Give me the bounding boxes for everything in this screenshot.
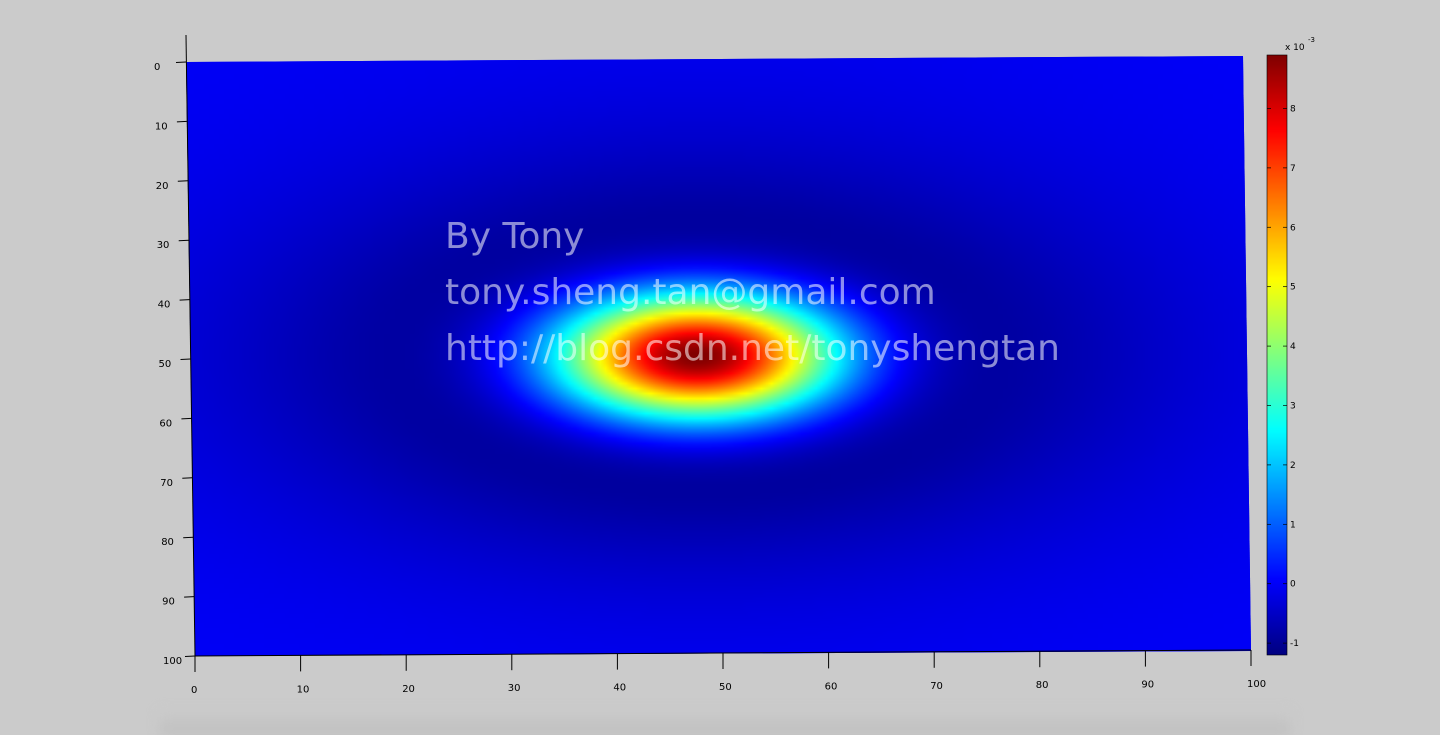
y-tick-label: 20 bbox=[156, 181, 169, 192]
y-tick-mark bbox=[176, 120, 187, 123]
y-tick-label: 0 bbox=[154, 62, 160, 73]
watermark-email: tony.sheng.tan@gmail.com bbox=[445, 272, 936, 313]
watermark-author: By Tony bbox=[445, 216, 584, 257]
y-tick-mark bbox=[183, 536, 194, 539]
x-tick-label: 20 bbox=[402, 684, 415, 695]
window-bottom-shadow bbox=[160, 712, 1290, 735]
y-tick-label: 90 bbox=[162, 597, 175, 608]
colorbar-tick-label: 3 bbox=[1290, 401, 1296, 411]
colorbar-tick-label: 2 bbox=[1290, 461, 1296, 471]
y-tick-mark bbox=[180, 358, 191, 360]
watermark-url: http://blog.csdn.net/tonyshengtan bbox=[445, 328, 1060, 369]
y-tick-mark bbox=[184, 596, 195, 598]
y-tick-label: 30 bbox=[157, 240, 170, 251]
x-tick-label: 30 bbox=[508, 683, 521, 694]
colorbar: x 10 -3 -1 0 1 2 3 4 5 6 7 8 bbox=[1266, 36, 1315, 656]
colorbar-tick-label: 1 bbox=[1290, 520, 1296, 530]
watermark: By Tony tony.sheng.tan@gmail.com http://… bbox=[445, 216, 1060, 369]
x-tick-label: 60 bbox=[825, 681, 838, 692]
y-tick-label: 10 bbox=[155, 121, 168, 132]
y-tick-label: 80 bbox=[161, 537, 174, 548]
colorbar-gradient bbox=[1267, 55, 1287, 655]
x-tick-label: 40 bbox=[613, 683, 626, 694]
colorbar-exponent-label: x 10 bbox=[1285, 43, 1305, 53]
y-tick-mark bbox=[184, 655, 196, 657]
y-tick-mark bbox=[179, 299, 190, 301]
y-tick-mark bbox=[178, 239, 189, 242]
x-tick-label: 80 bbox=[1036, 680, 1049, 691]
y-axis-line bbox=[185, 34, 196, 657]
x-tick-label: 10 bbox=[297, 684, 310, 695]
x-tick-label: 90 bbox=[1141, 680, 1154, 691]
x-tick-label: 100 bbox=[1247, 679, 1266, 690]
y-tick-mark bbox=[177, 180, 188, 182]
y-tick-mark bbox=[175, 61, 187, 63]
y-tick-label: 60 bbox=[159, 418, 172, 429]
colorbar-ticks: -1 0 1 2 3 4 5 6 7 8 bbox=[1267, 104, 1299, 649]
y-tick-label: 40 bbox=[158, 300, 171, 311]
y-axis-ticks: 0 10 20 30 40 50 60 70 80 90 100 bbox=[154, 61, 196, 667]
colorbar-tick-label: -1 bbox=[1290, 639, 1299, 649]
y-tick-label: 100 bbox=[163, 656, 182, 667]
x-axis-ticks: 0 10 20 30 40 50 60 70 80 90 100 bbox=[191, 650, 1266, 696]
x-tick-label: 70 bbox=[930, 681, 943, 692]
colorbar-tick-label: 0 bbox=[1290, 580, 1296, 590]
y-tick-mark bbox=[181, 417, 192, 420]
colorbar-tick-label: 6 bbox=[1290, 223, 1296, 233]
y-tick-label: 70 bbox=[160, 478, 173, 489]
x-tick-label: 50 bbox=[719, 682, 732, 693]
x-tick-label: 0 bbox=[191, 685, 197, 696]
y-tick-label: 50 bbox=[159, 359, 172, 370]
heatmap-plot-area bbox=[186, 56, 1251, 656]
colorbar-tick-label: 5 bbox=[1290, 283, 1296, 293]
colorbar-exponent-power: -3 bbox=[1308, 36, 1315, 44]
colorbar-tick-label: 7 bbox=[1290, 164, 1296, 174]
y-tick-mark bbox=[182, 477, 193, 479]
colorbar-tick-label: 4 bbox=[1290, 342, 1296, 352]
colorbar-frame bbox=[1266, 54, 1288, 656]
colorbar-tick-label: 8 bbox=[1290, 104, 1296, 114]
heatmap-surface bbox=[186, 56, 1251, 656]
